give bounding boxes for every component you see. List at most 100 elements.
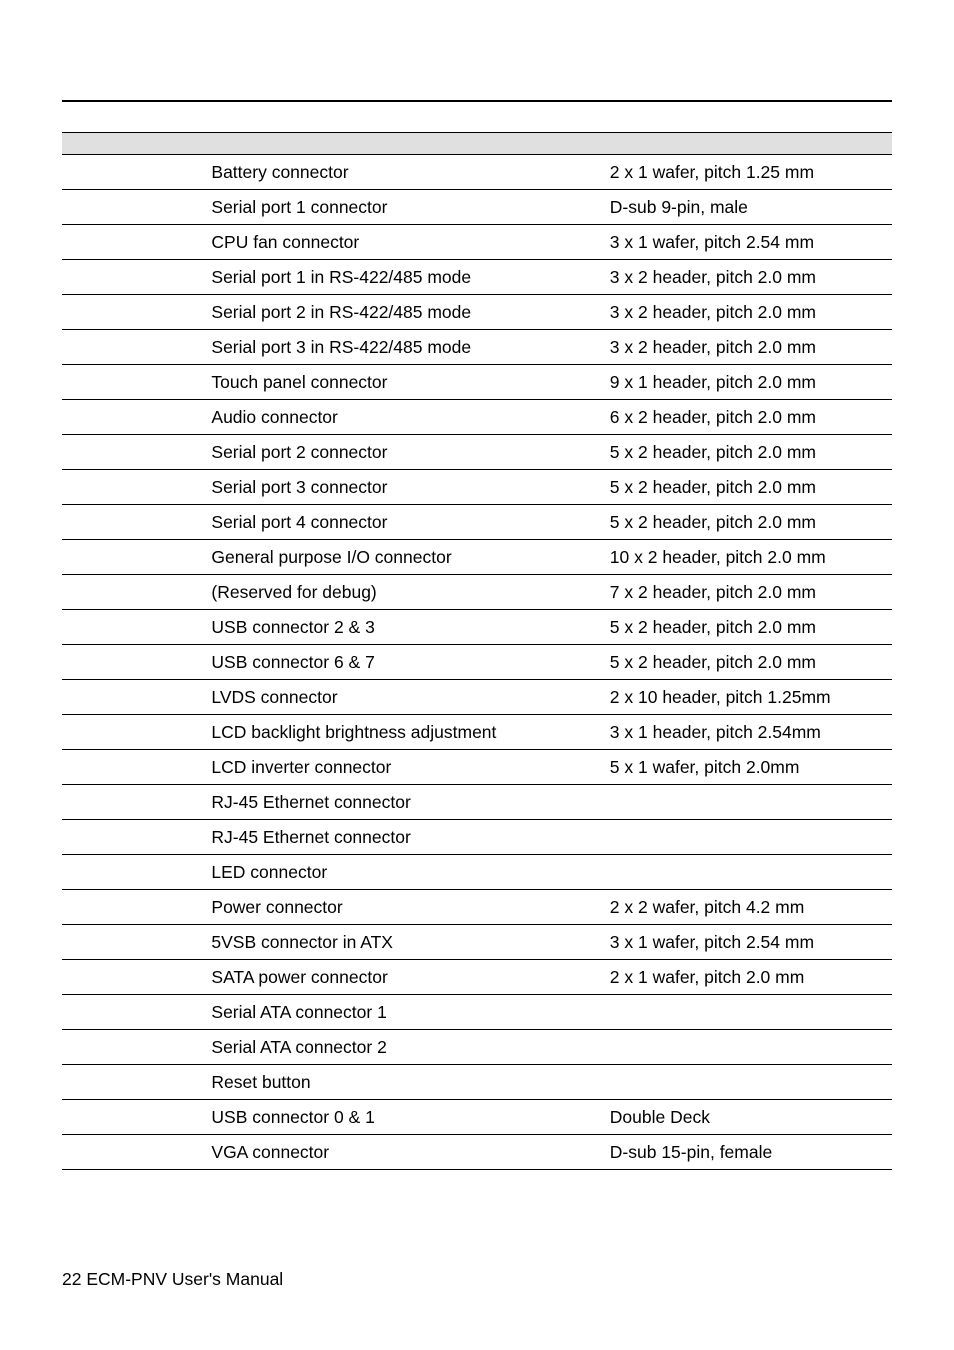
cell-note <box>610 1030 892 1065</box>
cell-desc: Serial port 3 in RS-422/485 mode <box>211 330 609 365</box>
cell-label <box>62 225 211 260</box>
table-row: USB connector 2 & 35 x 2 header, pitch 2… <box>62 610 892 645</box>
cell-label <box>62 190 211 225</box>
cell-note <box>610 995 892 1030</box>
table-row: Serial port 2 connector5 x 2 header, pit… <box>62 435 892 470</box>
cell-desc: VGA connector <box>211 1135 609 1170</box>
table-row: LCD backlight brightness adjustment3 x 1… <box>62 715 892 750</box>
cell-label <box>62 575 211 610</box>
cell-label <box>62 1030 211 1065</box>
cell-desc: LVDS connector <box>211 680 609 715</box>
cell-label <box>62 260 211 295</box>
cell-note: 2 x 1 wafer, pitch 2.0 mm <box>610 960 892 995</box>
cell-note: 2 x 1 wafer, pitch 1.25 mm <box>610 155 892 190</box>
cell-note: 3 x 2 header, pitch 2.0 mm <box>610 295 892 330</box>
header-col-label <box>62 133 211 155</box>
table-row: LED connector <box>62 855 892 890</box>
cell-desc: Serial port 1 connector <box>211 190 609 225</box>
cell-note: 3 x 2 header, pitch 2.0 mm <box>610 330 892 365</box>
cell-desc: Power connector <box>211 890 609 925</box>
table-row: CPU fan connector3 x 1 wafer, pitch 2.54… <box>62 225 892 260</box>
cell-desc: RJ-45 Ethernet connector <box>211 785 609 820</box>
cell-label <box>62 400 211 435</box>
top-rule <box>62 100 892 102</box>
table-row: USB connector 0 & 1Double Deck <box>62 1100 892 1135</box>
cell-desc: Serial port 2 connector <box>211 435 609 470</box>
cell-label <box>62 995 211 1030</box>
header-col-desc <box>211 133 609 155</box>
table-header-row <box>62 133 892 155</box>
cell-note: 5 x 1 wafer, pitch 2.0mm <box>610 750 892 785</box>
cell-desc: LED connector <box>211 855 609 890</box>
table-row: Reset button <box>62 1065 892 1100</box>
cell-desc: USB connector 6 & 7 <box>211 645 609 680</box>
cell-desc: 5VSB connector in ATX <box>211 925 609 960</box>
table-row: General purpose I/O connector10 x 2 head… <box>62 540 892 575</box>
cell-note: Double Deck <box>610 1100 892 1135</box>
cell-note: 5 x 2 header, pitch 2.0 mm <box>610 645 892 680</box>
table-row: Serial port 4 connector5 x 2 header, pit… <box>62 505 892 540</box>
cell-note: 10 x 2 header, pitch 2.0 mm <box>610 540 892 575</box>
cell-label <box>62 715 211 750</box>
cell-desc: (Reserved for debug) <box>211 575 609 610</box>
table-row: LCD inverter connector5 x 1 wafer, pitch… <box>62 750 892 785</box>
cell-desc: General purpose I/O connector <box>211 540 609 575</box>
cell-note: 3 x 1 wafer, pitch 2.54 mm <box>610 925 892 960</box>
table-row: Battery connector2 x 1 wafer, pitch 1.25… <box>62 155 892 190</box>
cell-desc: USB connector 0 & 1 <box>211 1100 609 1135</box>
cell-note: 3 x 1 header, pitch 2.54mm <box>610 715 892 750</box>
cell-label <box>62 855 211 890</box>
cell-desc: LCD inverter connector <box>211 750 609 785</box>
cell-desc: RJ-45 Ethernet connector <box>211 820 609 855</box>
cell-note <box>610 855 892 890</box>
cell-note: 9 x 1 header, pitch 2.0 mm <box>610 365 892 400</box>
table-row: RJ-45 Ethernet connector <box>62 820 892 855</box>
cell-note: 3 x 2 header, pitch 2.0 mm <box>610 260 892 295</box>
page-footer: 22 ECM-PNV User's Manual <box>62 1269 283 1290</box>
table-row: RJ-45 Ethernet connector <box>62 785 892 820</box>
table-row: Serial ATA connector 1 <box>62 995 892 1030</box>
cell-desc: Reset button <box>211 1065 609 1100</box>
cell-label <box>62 960 211 995</box>
cell-label <box>62 1065 211 1100</box>
cell-label <box>62 505 211 540</box>
cell-label <box>62 925 211 960</box>
table-row: USB connector 6 & 75 x 2 header, pitch 2… <box>62 645 892 680</box>
table-row: Serial port 3 connector5 x 2 header, pit… <box>62 470 892 505</box>
cell-label <box>62 750 211 785</box>
connector-table: Battery connector2 x 1 wafer, pitch 1.25… <box>62 132 892 1170</box>
cell-note <box>610 785 892 820</box>
cell-label <box>62 820 211 855</box>
cell-note: 5 x 2 header, pitch 2.0 mm <box>610 470 892 505</box>
cell-note: 5 x 2 header, pitch 2.0 mm <box>610 610 892 645</box>
cell-desc: USB connector 2 & 3 <box>211 610 609 645</box>
cell-desc: Touch panel connector <box>211 365 609 400</box>
cell-label <box>62 890 211 925</box>
cell-desc: Serial port 1 in RS-422/485 mode <box>211 260 609 295</box>
table-row: Serial port 2 in RS-422/485 mode3 x 2 he… <box>62 295 892 330</box>
cell-desc: SATA power connector <box>211 960 609 995</box>
table-row: SATA power connector2 x 1 wafer, pitch 2… <box>62 960 892 995</box>
cell-label <box>62 540 211 575</box>
cell-note: 5 x 2 header, pitch 2.0 mm <box>610 505 892 540</box>
cell-desc: CPU fan connector <box>211 225 609 260</box>
cell-note: 7 x 2 header, pitch 2.0 mm <box>610 575 892 610</box>
table-row: Serial port 1 connectorD-sub 9-pin, male <box>62 190 892 225</box>
cell-label <box>62 155 211 190</box>
cell-note <box>610 820 892 855</box>
table-row: Audio connector6 x 2 header, pitch 2.0 m… <box>62 400 892 435</box>
cell-note: D-sub 15-pin, female <box>610 1135 892 1170</box>
cell-note: 5 x 2 header, pitch 2.0 mm <box>610 435 892 470</box>
cell-desc: Audio connector <box>211 400 609 435</box>
table-row: Serial port 1 in RS-422/485 mode3 x 2 he… <box>62 260 892 295</box>
cell-label <box>62 785 211 820</box>
table-row: Serial port 3 in RS-422/485 mode3 x 2 he… <box>62 330 892 365</box>
cell-label <box>62 645 211 680</box>
cell-desc: Serial port 4 connector <box>211 505 609 540</box>
cell-desc: Battery connector <box>211 155 609 190</box>
cell-label <box>62 330 211 365</box>
cell-note: D-sub 9-pin, male <box>610 190 892 225</box>
cell-note: 3 x 1 wafer, pitch 2.54 mm <box>610 225 892 260</box>
table-row: Serial ATA connector 2 <box>62 1030 892 1065</box>
cell-desc: LCD backlight brightness adjustment <box>211 715 609 750</box>
